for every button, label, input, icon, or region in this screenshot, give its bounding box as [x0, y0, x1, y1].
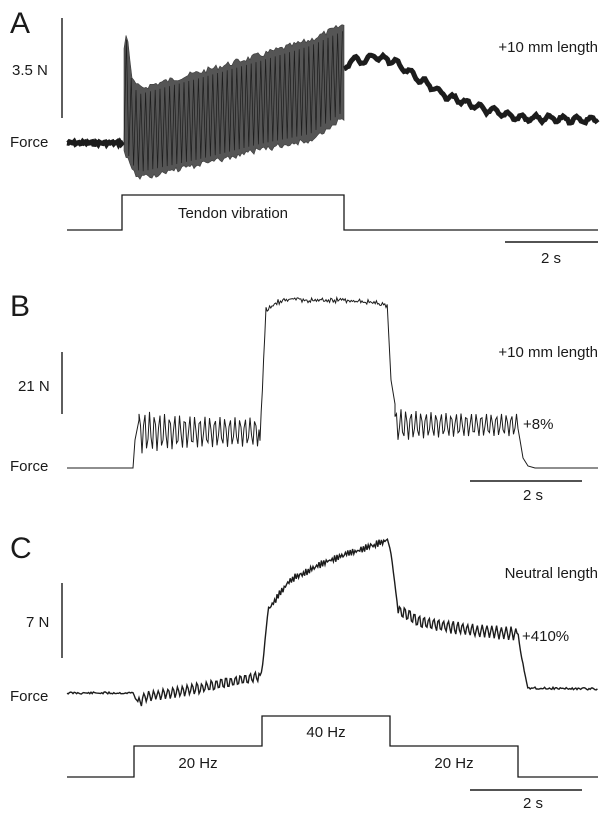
panel-a-letter: A	[10, 7, 30, 40]
panel-b-time-scale-label: 2 s	[523, 487, 543, 504]
panel-c-force-label: Force	[10, 688, 48, 705]
panel-a-vibration-oscillation	[123, 31, 343, 172]
panel-a-post-vibration-trace	[343, 51, 600, 127]
panel-a: A +10 mm length 3.5 N Force Tendon vibra…	[10, 7, 600, 267]
panel-c-condition: Neutral length	[505, 565, 598, 582]
panel-a-force-scale-label: 3.5 N	[12, 62, 48, 79]
panel-a-force-label: Force	[10, 134, 48, 151]
panel-c-stimulus-label-1: 20 Hz	[178, 755, 217, 772]
panel-c: C Neutral length 7 N Force +410% 20 Hz 4…	[10, 532, 598, 812]
panel-a-stimulus-trace	[67, 194, 598, 231]
panel-c-stimulus-label-3: 20 Hz	[434, 755, 473, 772]
panel-a-baseline-trace	[66, 137, 125, 150]
panel-a-time-scale-label: 2 s	[541, 250, 561, 267]
panel-c-force-scale-label: 7 N	[26, 614, 49, 631]
panel-b-annotation: +8%	[523, 416, 553, 433]
panel-a-stimulus-label: Tendon vibration	[178, 205, 288, 222]
panel-b: B +10 mm length 21 N Force +8% 2 s	[10, 290, 598, 504]
panel-c-time-scale-label: 2 s	[523, 795, 543, 812]
panel-b-letter: B	[10, 290, 30, 323]
panel-c-force-trace	[66, 538, 598, 707]
panel-b-condition: +10 mm length	[498, 344, 598, 361]
panel-b-force-trace	[67, 295, 598, 469]
panel-b-force-label: Force	[10, 458, 48, 475]
panel-c-stimulus-label-2: 40 Hz	[306, 724, 345, 741]
panel-c-stimulus-trace	[67, 715, 598, 778]
panel-a-condition: +10 mm length	[498, 39, 598, 56]
panel-b-force-scale-label: 21 N	[18, 378, 50, 395]
panel-c-annotation: +410%	[522, 628, 569, 645]
panel-a-force-trace	[66, 24, 600, 180]
panel-c-letter: C	[10, 532, 32, 565]
